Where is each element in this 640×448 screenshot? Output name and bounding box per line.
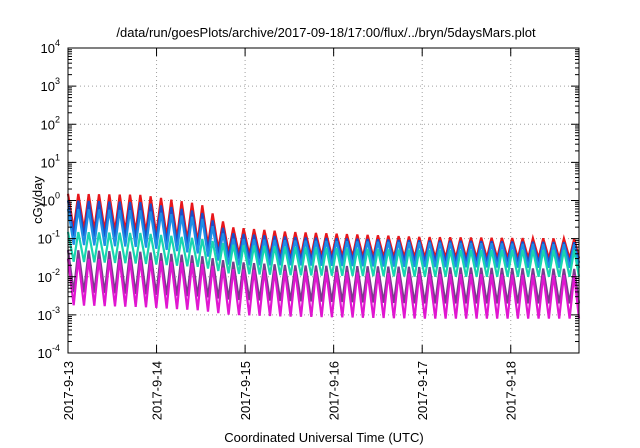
y-tick-label: 10-3 — [38, 305, 60, 323]
x-axis-label: Coordinated Universal Time (UTC) — [224, 430, 423, 445]
series-line-4 — [66, 231, 581, 278]
grid — [68, 48, 579, 353]
ticks — [67, 47, 579, 354]
x-tick-label: 2017-9-16 — [327, 361, 342, 420]
x-tick-label: 2017-9-18 — [504, 361, 519, 420]
chart-title: /data/run/goesPlots/archive/2017-09-18/1… — [116, 25, 536, 40]
x-tick-label: 2017-9-14 — [150, 361, 165, 420]
series-layer — [66, 193, 581, 319]
y-tick-label: 101 — [41, 152, 60, 170]
x-tick-labels: 2017-9-13 2017-9-14 2017-9-15 2017-9-16 2017… — [61, 361, 519, 420]
x-tick-label: 2017-9-17 — [415, 361, 430, 420]
series-line-6 — [66, 258, 581, 319]
series-line-5 — [66, 249, 581, 304]
series-line-3 — [66, 208, 581, 269]
y-tick-label: 104 — [41, 38, 60, 56]
x-tick-label: 2017-9-15 — [238, 361, 253, 420]
y-tick-label: 10-1 — [38, 229, 60, 247]
y-tick-label: 10-2 — [38, 267, 60, 285]
x-tick-label: 2017-9-13 — [61, 361, 76, 420]
y-axis-label: cGy/day — [30, 176, 45, 224]
y-tick-label: 102 — [41, 114, 60, 132]
y-tick-label: 103 — [41, 76, 60, 94]
y-tick-label: 10-4 — [38, 343, 60, 361]
